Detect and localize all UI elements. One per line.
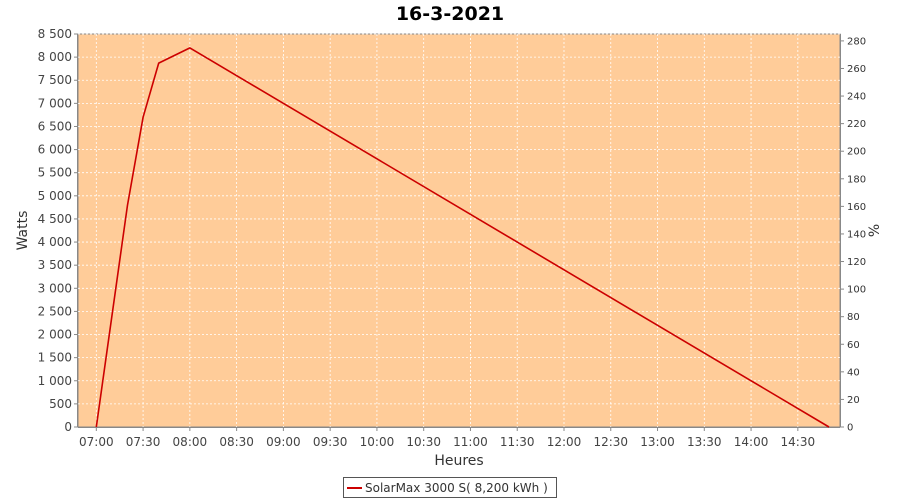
y2-tick-label: 80 — [847, 312, 860, 323]
x-tick-label: 08:30 — [219, 435, 254, 449]
x-tick-label: 11:30 — [500, 435, 535, 449]
y-tick-label: 8 500 — [38, 27, 72, 41]
legend-box — [343, 477, 557, 498]
y-tick-label: 6 000 — [38, 143, 72, 157]
legend-label: SolarMax 3000 S( 8,200 kWh ) — [365, 481, 548, 495]
y-axis-left: 0 500 1 000 1 500 2 000 2 500 3 000 3 500 4 000 4… — [38, 27, 78, 434]
x-tick-label: 09:30 — [313, 435, 348, 449]
y2-tick-label: 120 — [847, 257, 866, 268]
plot-area — [77, 33, 841, 428]
x-tick-label: 14:00 — [734, 435, 769, 449]
y2-tick-label: 260 — [847, 64, 866, 75]
y-axis-title: Watts — [15, 211, 31, 251]
chart-title: 16-3-2021 — [396, 3, 504, 25]
y2-tick-label: 60 — [847, 340, 860, 351]
y-tick-label: 0 — [64, 420, 72, 434]
y2-tick-label: 140 — [847, 229, 866, 240]
y-tick-label: 2 000 — [38, 328, 72, 342]
x-axis: 07:00 07:30 08:00 08:30 09:00 09:30 10:00 10:30… — [78, 427, 840, 449]
y-tick-label: 7 000 — [38, 96, 72, 110]
y-tick-label: 5 500 — [38, 166, 72, 180]
x-tick-label: 13:30 — [687, 435, 722, 449]
y-tick-label: 1 000 — [38, 374, 72, 388]
x-tick-label: 07:00 — [79, 435, 114, 449]
y-axis-right: 0 20 40 60 80 100 120 140 160 180 200 220 240 260 280 — [840, 34, 866, 434]
y2-axis-title: % — [867, 224, 883, 237]
y2-tick-label: 180 — [847, 174, 866, 185]
y-tick-label: 500 — [49, 397, 72, 411]
y-tick-label: 3 500 — [38, 258, 72, 272]
x-tick-label: 13:00 — [640, 435, 675, 449]
y-tick-label: 2 500 — [38, 304, 72, 318]
y-tick-label: 8 000 — [38, 50, 72, 64]
y2-tick-label: 0 — [847, 423, 853, 434]
y2-tick-label: 220 — [847, 119, 866, 130]
y2-tick-label: 280 — [847, 36, 866, 47]
x-tick-label: 10:30 — [406, 435, 441, 449]
x-tick-label: 10:00 — [360, 435, 395, 449]
y-tick-label: 4 000 — [38, 235, 72, 249]
y2-tick-label: 100 — [847, 285, 866, 296]
x-tick-label: 07:30 — [126, 435, 161, 449]
y2-tick-label: 200 — [847, 147, 866, 158]
y-tick-label: 5 000 — [38, 189, 72, 203]
y2-tick-label: 40 — [847, 367, 860, 378]
y-tick-label: 1 500 — [38, 351, 72, 365]
x-tick-label: 14:30 — [781, 435, 816, 449]
y-tick-label: 7 500 — [38, 73, 72, 87]
x-tick-label: 12:00 — [547, 435, 582, 449]
grid-lines — [78, 33, 840, 427]
y-tick-label: 3 000 — [38, 281, 72, 295]
y2-tick-label: 240 — [847, 92, 866, 103]
series-line-0 — [95, 47, 830, 428]
y2-tick-label: 160 — [847, 202, 866, 213]
x-tick-label: 11:00 — [453, 435, 488, 449]
y-tick-label: 6 500 — [38, 119, 72, 133]
x-tick-label: 12:30 — [593, 435, 628, 449]
x-tick-label: 08:00 — [173, 435, 208, 449]
x-tick-label: 09:00 — [266, 435, 301, 449]
x-axis-title: Heures — [434, 453, 483, 469]
y2-tick-label: 20 — [847, 395, 860, 406]
legend: SolarMax 3000 S( 8,200 kWh ) — [343, 477, 557, 498]
y-tick-label: 4 500 — [38, 212, 72, 226]
series-layer — [95, 47, 830, 428]
